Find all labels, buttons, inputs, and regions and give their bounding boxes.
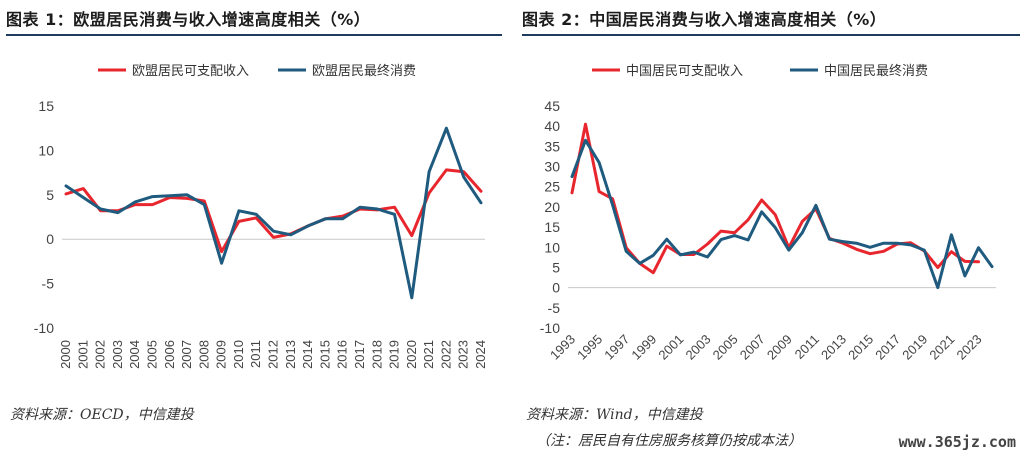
x-tick-label: 2000 <box>58 340 73 369</box>
x-tick-label: 2007 <box>179 340 194 369</box>
x-tick-label: 2003 <box>110 340 125 369</box>
x-tick-label: 2019 <box>899 332 930 363</box>
legend-label: 欧盟居民可支配收入 <box>132 63 249 78</box>
legend-label: 中国居民可支配收入 <box>626 63 743 78</box>
figure-2-source: 资料来源：Wind，中信建投 <box>526 407 703 423</box>
x-tick-label: 2011 <box>248 340 263 368</box>
x-tick-label: 2020 <box>404 340 419 369</box>
y-tick-label: -5 <box>42 276 55 292</box>
y-tick-label: 15 <box>544 219 560 235</box>
x-tick-label: 1993 <box>547 332 578 363</box>
x-tick-label: 2003 <box>683 332 714 363</box>
x-tick-label: 2009 <box>764 332 795 363</box>
x-tick-label: 2023 <box>954 332 985 363</box>
x-tick-label: 2023 <box>456 340 471 369</box>
series-line-income <box>570 122 980 275</box>
x-tick-label: 2001 <box>655 332 686 363</box>
y-tick-label: 15 <box>38 98 54 114</box>
y-tick-label: -10 <box>34 320 54 336</box>
x-tick-label: 2015 <box>317 340 332 369</box>
x-tick-label: 2018 <box>369 340 384 369</box>
figure-1-title-rule <box>6 34 502 36</box>
series-line-consumption <box>64 126 483 300</box>
y-tick-label: 5 <box>46 187 54 203</box>
x-tick-label: 2013 <box>283 340 298 369</box>
legend-label: 欧盟居民最终消费 <box>312 63 416 78</box>
x-tick-label: 2001 <box>75 340 90 369</box>
x-tick-label: 2011 <box>792 332 822 362</box>
figure-2-chart: 454035302520151050-5-1019931995199719992… <box>540 63 996 363</box>
x-tick-label: 2014 <box>300 340 315 369</box>
legend-label: 中国居民最终消费 <box>824 63 928 78</box>
y-tick-label: -5 <box>548 300 561 316</box>
x-tick-label: 2013 <box>818 332 849 363</box>
y-tick-label: 10 <box>38 142 54 158</box>
x-tick-label: 2004 <box>127 340 142 369</box>
y-tick-label: 45 <box>544 98 560 114</box>
y-tick-label: 20 <box>544 199 560 215</box>
y-tick-label: 10 <box>544 239 560 255</box>
x-tick-label: 2010 <box>231 340 246 369</box>
figure-2-title-rule <box>522 34 1020 36</box>
x-tick-label: 2009 <box>214 340 229 369</box>
y-tick-label: -10 <box>540 320 560 336</box>
y-tick-label: 35 <box>544 138 560 154</box>
x-tick-label: 2021 <box>926 332 957 363</box>
y-tick-label: 40 <box>544 118 560 134</box>
x-tick-label: 2017 <box>352 340 367 369</box>
x-tick-label: 2021 <box>421 340 436 369</box>
x-tick-label: 1997 <box>601 332 632 363</box>
y-tick-label: 25 <box>544 179 560 195</box>
x-tick-label: 2007 <box>737 332 768 363</box>
series-line-income <box>64 168 483 254</box>
x-tick-label: 2016 <box>335 340 350 369</box>
x-tick-label: 1999 <box>628 332 659 363</box>
x-tick-label: 2024 <box>473 340 488 369</box>
x-tick-label: 2005 <box>710 332 741 363</box>
x-tick-label: 2012 <box>266 340 281 369</box>
figure-1-title: 图表 1：欧盟居民消费与收入增速高度相关（%） <box>6 10 371 29</box>
x-tick-label: 2005 <box>144 340 159 369</box>
y-tick-label: 0 <box>552 280 560 296</box>
series-line-consumption <box>570 138 994 290</box>
y-tick-label: 30 <box>544 159 560 175</box>
x-tick-label: 2019 <box>387 340 402 369</box>
x-tick-label: 2015 <box>845 332 876 363</box>
x-tick-label: 2008 <box>196 340 211 369</box>
figure-2-note: （注：居民自有住房服务核算仍按成本法） <box>536 433 802 449</box>
y-tick-label: 5 <box>552 259 560 275</box>
x-tick-label: 2002 <box>93 340 108 369</box>
x-tick-label: 2022 <box>438 340 453 369</box>
figure-1-source: 资料来源：OECD，中信建投 <box>10 407 194 423</box>
x-tick-label: 1995 <box>574 332 605 363</box>
x-tick-label: 2006 <box>162 340 177 369</box>
figure-2-title: 图表 2：中国居民消费与收入增速高度相关（%） <box>522 10 887 29</box>
x-tick-label: 2017 <box>872 332 903 363</box>
y-tick-label: 0 <box>46 231 54 247</box>
watermark: www.365jz.com <box>898 433 1016 451</box>
